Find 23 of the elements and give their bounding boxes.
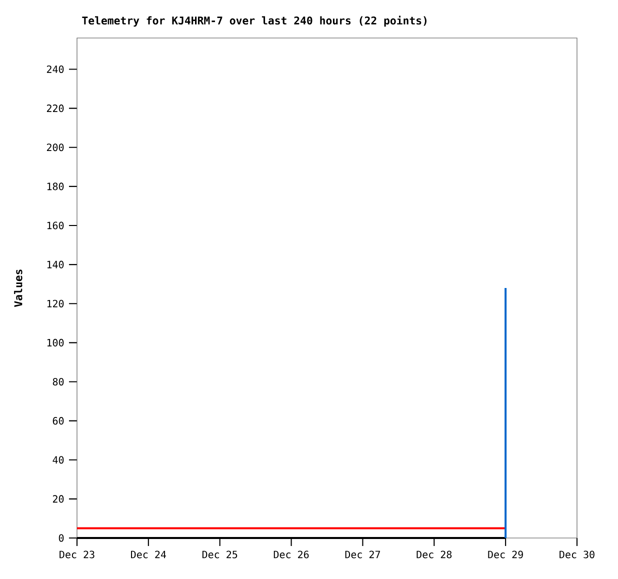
y-tick-label: 200 — [46, 144, 64, 152]
y-tick-label: 240 — [46, 65, 64, 74]
chart-title: Telemetry for KJ4HRM-7 over last 240 hours (22 points) — [82, 16, 426, 27]
y-axis-title: Values — [14, 270, 22, 307]
x-tick-label: Dec 25 — [202, 550, 238, 558]
y-tick-label: 40 — [52, 456, 64, 464]
x-tick-label: Dec 30 — [560, 550, 594, 558]
y-tick-label: 220 — [46, 104, 64, 112]
x-tick-label: Dec 27 — [345, 550, 380, 558]
y-tick-label: 80 — [52, 378, 64, 386]
y-tick-label: 60 — [52, 417, 64, 425]
x-tick-label: Dec 24 — [131, 550, 166, 558]
y-tick-label: 100 — [47, 338, 64, 346]
y-tick-label: 0 — [58, 534, 64, 542]
x-tick-label: Dec 26 — [274, 550, 309, 558]
x-tick-label: Dec 29 — [488, 550, 523, 558]
y-tick-label: 160 — [47, 222, 64, 230]
y-tick-label: 120 — [47, 300, 64, 308]
y-tick-label: 180 — [47, 182, 64, 190]
x-tick-label: Dec 28 — [416, 550, 452, 558]
y-tick-label: 140 — [47, 260, 64, 268]
x-tick-label: Dec 23 — [60, 550, 94, 558]
y-tick-label: 20 — [52, 495, 64, 503]
